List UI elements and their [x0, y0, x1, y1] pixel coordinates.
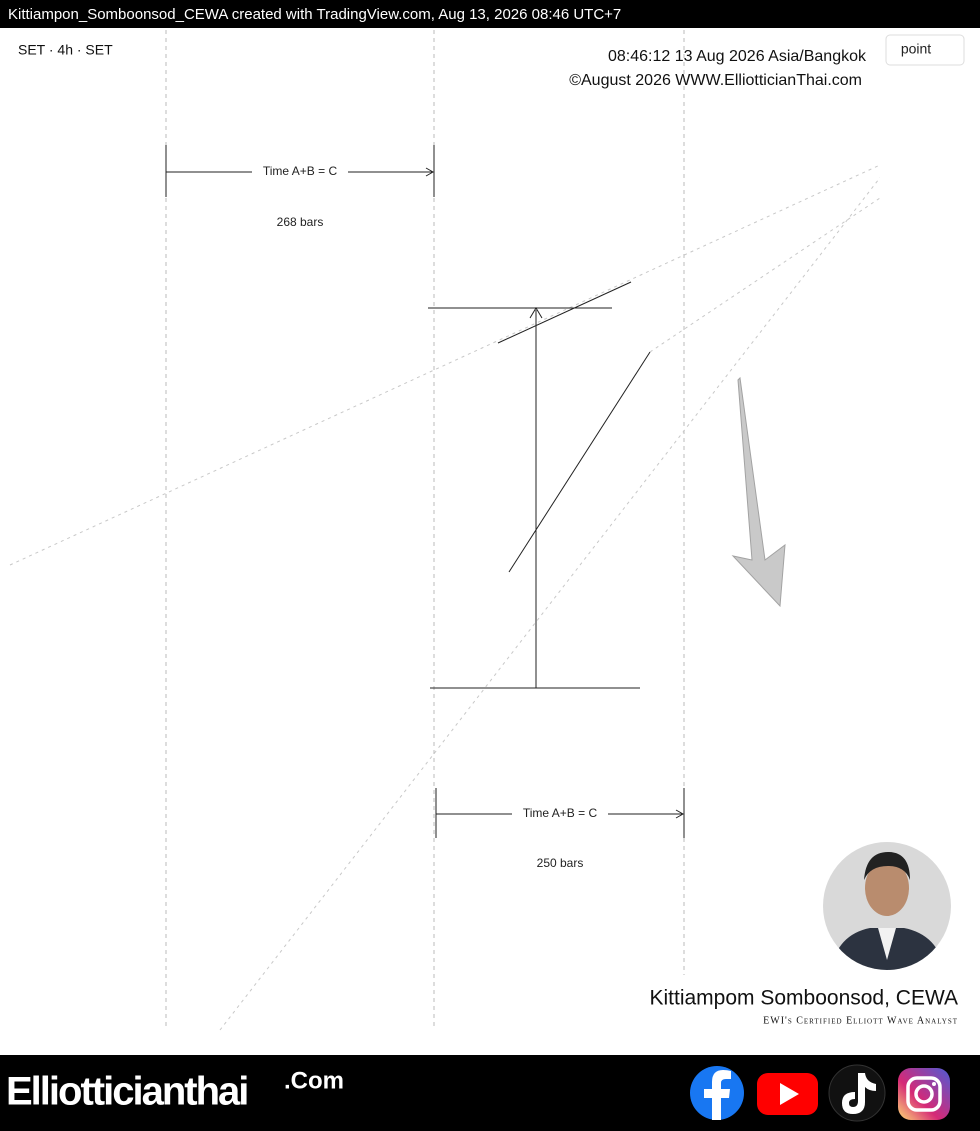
timestamp: 08:46:12 13 Aug 2026 Asia/Bangkok [608, 48, 867, 65]
time-label: Time A+B = C [523, 806, 598, 820]
drawings [165, 145, 685, 838]
header-bar [0, 0, 980, 28]
name-box [600, 982, 965, 1028]
analyst-photo [823, 842, 951, 970]
channel-lines [9, 54, 976, 1031]
brand: Elliotticianthai [6, 1070, 247, 1114]
trend-line [9, 164, 881, 566]
bars-label: 268 bars [277, 215, 324, 229]
instagram-glyph [932, 1082, 936, 1086]
bars-label: 250 bars [537, 856, 584, 870]
tiktok-glyph [842, 1073, 876, 1114]
wedge-line [497, 281, 632, 344]
analyst-credential: EWI's Certified Elliott Wave Analyst [763, 1015, 958, 1026]
symbol: SET · 4h · SET [18, 42, 113, 58]
measure-arrow [529, 307, 543, 319]
bracket-arrow [425, 167, 435, 177]
photo-face [865, 860, 909, 916]
analyst-name: Kittiampom Somboonsod, CEWA [649, 987, 958, 1010]
instagram-icon[interactable] [898, 1068, 950, 1120]
scale-button[interactable] [885, 34, 965, 66]
facebook-glyph [704, 1070, 731, 1120]
youtube-glyph [780, 1083, 799, 1105]
header-title: Kittiampon_Somboonsod_CEWA created with … [8, 6, 621, 23]
photo-hair [864, 852, 910, 880]
wedge-line [508, 351, 651, 573]
brand-suffix: .Com [284, 1067, 344, 1094]
social-icons [690, 1064, 950, 1122]
chart-background [0, 28, 980, 1055]
time-label: Time A+B = C [263, 164, 338, 178]
forecast-arrow [731, 376, 786, 608]
scale-button-label[interactable]: point [901, 41, 931, 57]
bracket-arrow [675, 809, 685, 819]
trend-line [219, 54, 976, 1031]
copyright: ©August 2026 WWW.ElliotticianThai.com [569, 72, 862, 89]
photo-shirt [878, 928, 896, 960]
instagram-glyph [914, 1084, 934, 1104]
instagram-glyph [906, 1076, 942, 1112]
